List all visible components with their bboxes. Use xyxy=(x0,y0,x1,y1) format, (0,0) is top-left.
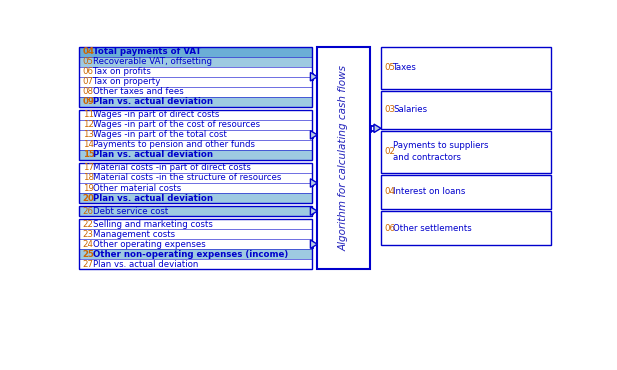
Bar xyxy=(80,47,312,57)
Text: 26: 26 xyxy=(83,206,94,216)
Text: Algorithm for calculating cash flows: Algorithm for calculating cash flows xyxy=(339,65,349,251)
Polygon shape xyxy=(310,73,317,81)
Bar xyxy=(80,249,312,259)
Text: Tax on profits: Tax on profits xyxy=(93,67,151,76)
Bar xyxy=(80,110,312,160)
Text: 14: 14 xyxy=(83,140,94,149)
Text: 19: 19 xyxy=(83,184,93,192)
Bar xyxy=(381,175,552,209)
Text: Other settlements: Other settlements xyxy=(393,223,472,232)
Text: Plan vs. actual deviation: Plan vs. actual deviation xyxy=(93,150,213,159)
Text: 06: 06 xyxy=(83,67,94,76)
Polygon shape xyxy=(310,207,317,215)
Text: Wages -in part of the total cost: Wages -in part of the total cost xyxy=(93,130,226,139)
Bar xyxy=(381,47,552,89)
Text: 15: 15 xyxy=(83,150,94,159)
Text: 20: 20 xyxy=(83,194,94,202)
Text: 09: 09 xyxy=(83,97,94,106)
Polygon shape xyxy=(310,131,317,139)
Bar xyxy=(80,150,312,160)
Text: 23: 23 xyxy=(83,230,94,239)
Text: 13: 13 xyxy=(83,130,94,139)
Text: 24: 24 xyxy=(83,240,94,249)
Text: 03: 03 xyxy=(384,105,395,114)
Text: Wages -in part of the cost of resources: Wages -in part of the cost of resources xyxy=(93,120,260,130)
Text: Material costs -in the structure of resources: Material costs -in the structure of reso… xyxy=(93,174,281,182)
Text: Payments to pension and other funds: Payments to pension and other funds xyxy=(93,140,255,149)
Text: 22: 22 xyxy=(83,220,94,229)
Text: 07: 07 xyxy=(83,77,94,86)
Text: Other non-operating expenses (income): Other non-operating expenses (income) xyxy=(93,250,288,259)
Bar xyxy=(80,219,312,269)
Text: Payments to suppliers
and contractors: Payments to suppliers and contractors xyxy=(393,141,489,162)
Bar xyxy=(381,131,552,173)
Bar xyxy=(381,211,552,245)
Text: 08: 08 xyxy=(83,87,94,96)
Text: 04: 04 xyxy=(83,47,94,56)
Text: 02: 02 xyxy=(384,147,395,156)
Text: 27: 27 xyxy=(83,260,94,269)
Bar xyxy=(80,206,312,216)
Text: Wages -in part of direct costs: Wages -in part of direct costs xyxy=(93,110,219,120)
Text: Plan vs. actual deviation: Plan vs. actual deviation xyxy=(93,194,213,202)
Text: Other material costs: Other material costs xyxy=(93,184,181,192)
Text: Other operating expenses: Other operating expenses xyxy=(93,240,205,249)
Text: Recoverable VAT, offsetting: Recoverable VAT, offsetting xyxy=(93,57,212,66)
Bar xyxy=(80,47,312,107)
Text: Selling and marketing costs: Selling and marketing costs xyxy=(93,220,212,229)
Text: Other taxes and fees: Other taxes and fees xyxy=(93,87,183,96)
Text: 25: 25 xyxy=(83,250,94,259)
Bar xyxy=(317,47,370,269)
Text: Tax on property: Tax on property xyxy=(93,77,160,86)
Polygon shape xyxy=(310,240,317,248)
Text: 04: 04 xyxy=(384,187,395,196)
Text: 18: 18 xyxy=(83,174,94,182)
Text: Material costs -in part of direct costs: Material costs -in part of direct costs xyxy=(93,164,251,172)
Text: Debt service cost: Debt service cost xyxy=(93,206,168,216)
Bar xyxy=(80,163,312,203)
Bar xyxy=(80,193,312,203)
Text: Taxes: Taxes xyxy=(393,63,417,73)
Text: Total payments of VAT: Total payments of VAT xyxy=(93,47,201,56)
Bar xyxy=(381,91,552,129)
Text: 05: 05 xyxy=(384,63,395,73)
Bar xyxy=(80,97,312,107)
Text: 12: 12 xyxy=(83,120,94,130)
Text: 06: 06 xyxy=(384,223,395,232)
Text: 17: 17 xyxy=(83,164,94,172)
Polygon shape xyxy=(310,179,317,187)
Text: Salaries: Salaries xyxy=(393,105,428,114)
Text: Interest on loans: Interest on loans xyxy=(393,187,466,196)
Text: 05: 05 xyxy=(83,57,94,66)
Bar xyxy=(80,206,312,216)
Text: 11: 11 xyxy=(83,110,94,120)
Text: Plan vs. actual deviation: Plan vs. actual deviation xyxy=(93,97,213,106)
Text: Plan vs. actual deviation: Plan vs. actual deviation xyxy=(93,260,198,269)
Bar xyxy=(80,57,312,67)
Polygon shape xyxy=(374,124,381,132)
Text: Management costs: Management costs xyxy=(93,230,175,239)
